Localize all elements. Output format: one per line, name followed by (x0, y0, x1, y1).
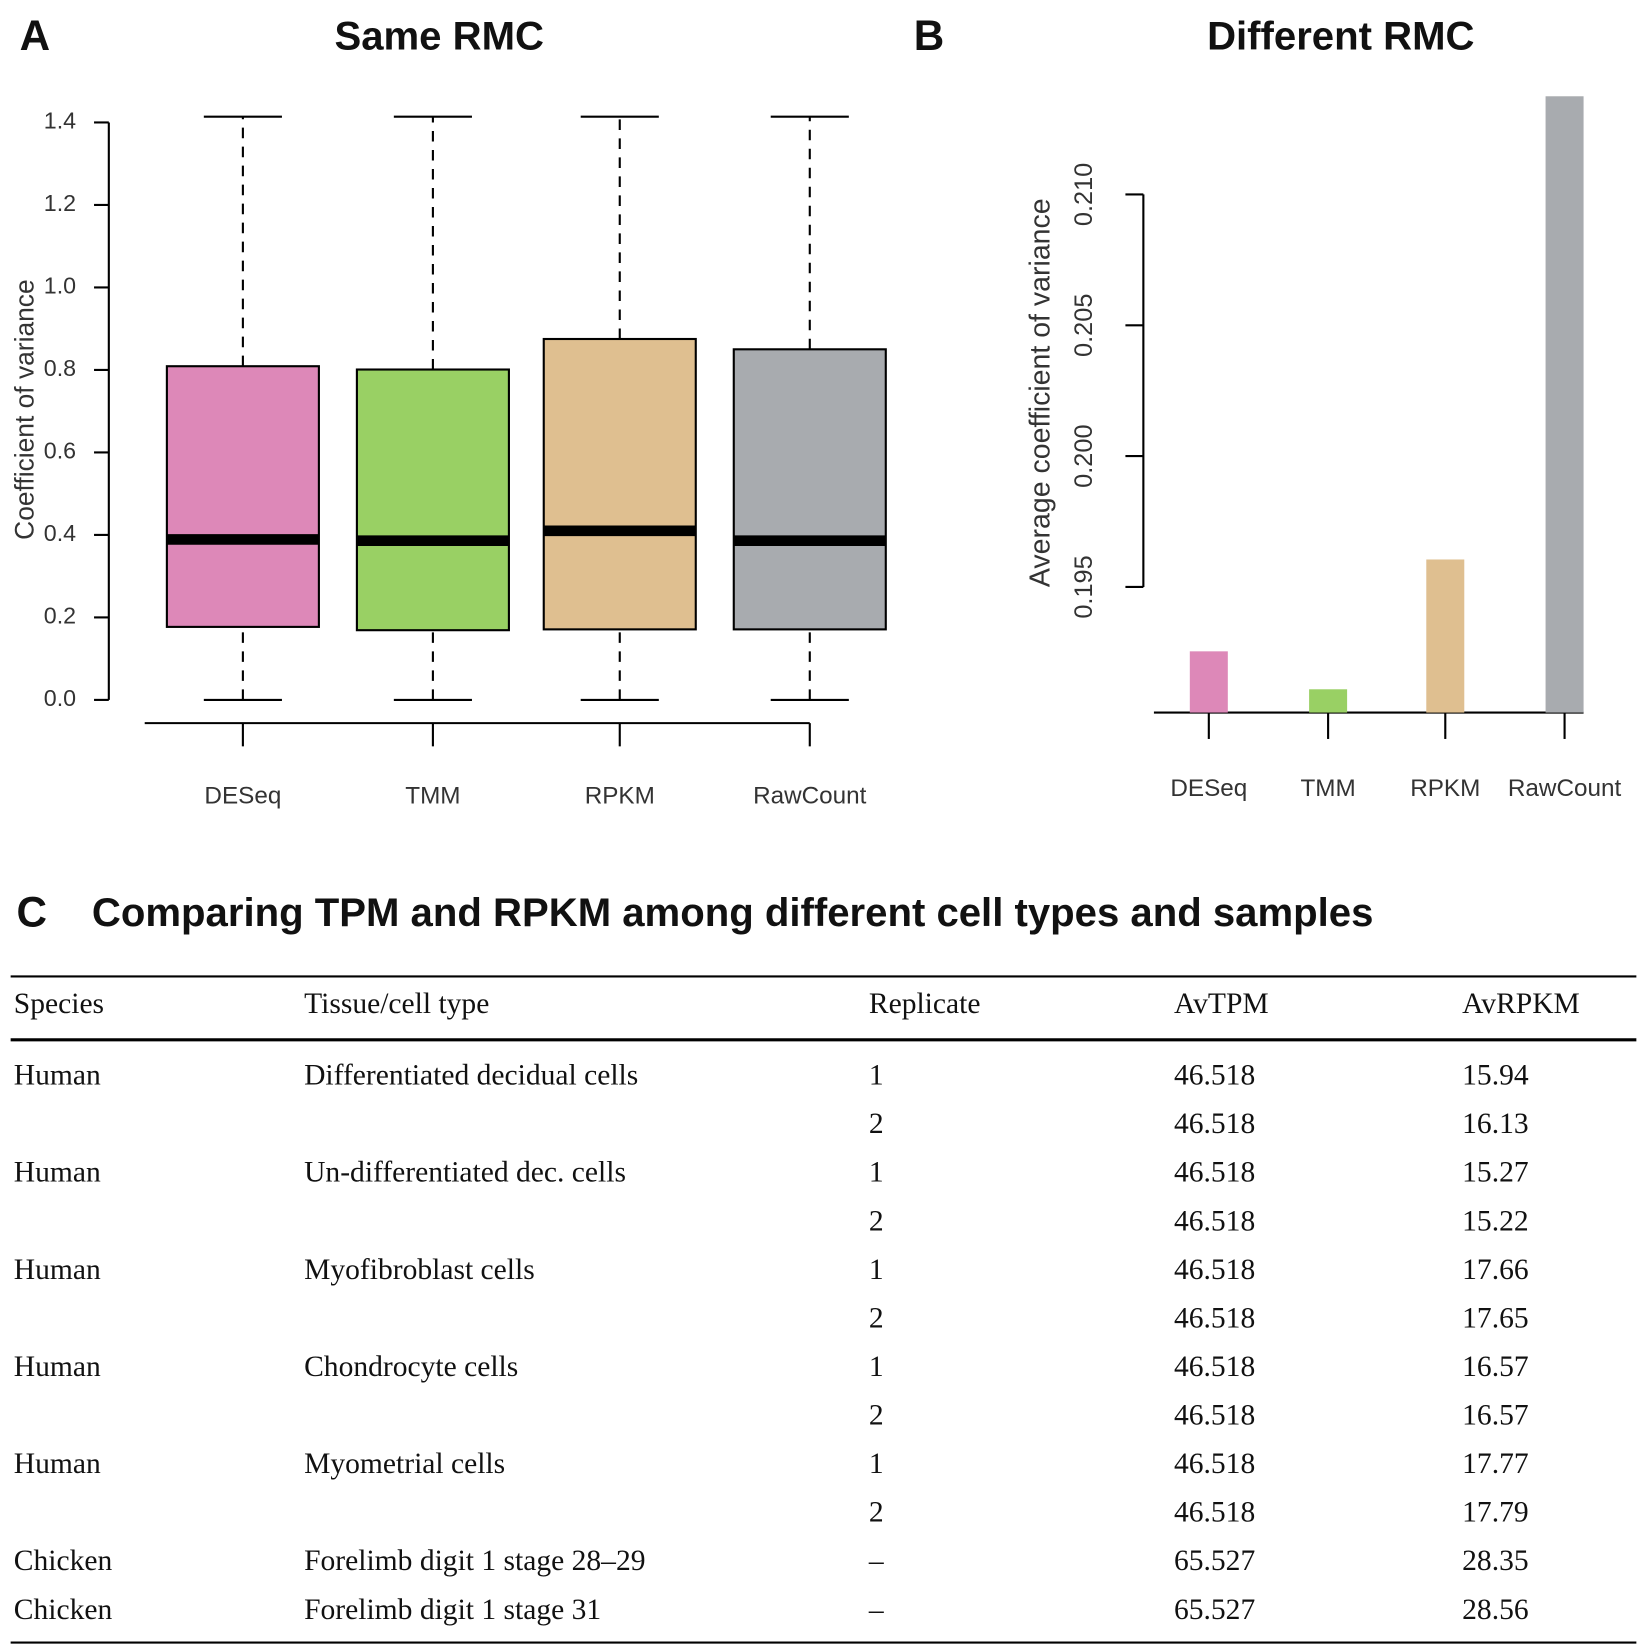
table-cell: Human (14, 1351, 101, 1383)
y-tick-label: 0.195 (1070, 555, 1098, 618)
table-cell: Human (14, 1254, 101, 1286)
table-cell: Myometrial cells (304, 1448, 505, 1480)
box (355, 368, 510, 632)
table-cell: 28.56 (1462, 1594, 1528, 1626)
y-tick-label: 1.4 (44, 108, 76, 134)
table-cell: 1 (869, 1060, 884, 1092)
table-cell: 2 (869, 1205, 884, 1237)
table-cell: 16.13 (1462, 1108, 1528, 1140)
bar (1426, 559, 1465, 713)
box (732, 348, 887, 631)
table-cell: Chicken (14, 1545, 113, 1577)
x-tick-label: RPKM (585, 782, 655, 809)
table-cell: Human (14, 1448, 101, 1480)
table-cell: Chicken (14, 1594, 113, 1626)
table-cell: 16.57 (1462, 1351, 1528, 1383)
x-tick-label: RPKM (1410, 775, 1480, 802)
y-axis-title: Coefficient of variance (9, 279, 39, 539)
table-cell: 15.22 (1462, 1205, 1528, 1237)
y-axis-title: Average coefficient of variance (1025, 198, 1057, 587)
table-cell: Forelimb digit 1 stage 28–29 (304, 1545, 645, 1577)
x-tick-label: RawCount (1508, 775, 1622, 802)
table-cell: 46.518 (1174, 1302, 1255, 1334)
table-cell: 17.77 (1462, 1448, 1528, 1480)
table-cell: – (868, 1594, 884, 1626)
table-cell: 17.79 (1462, 1497, 1528, 1529)
table-cell: 2 (869, 1108, 884, 1140)
table-cell: 2 (869, 1400, 884, 1432)
panel-label: C (17, 888, 47, 935)
table-cell: 1 (869, 1254, 884, 1286)
table-cell: – (868, 1545, 884, 1577)
x-tick-label: TMM (1300, 775, 1355, 802)
y-tick-label: 1.0 (44, 273, 76, 299)
bar (1545, 96, 1584, 713)
table-header: Tissue/cell type (304, 988, 489, 1020)
table-title: Comparing TPM and RPKM among different c… (92, 891, 1373, 935)
table-cell: 17.66 (1462, 1254, 1528, 1286)
table-cell: Un-differentiated dec. cells (304, 1157, 626, 1189)
table-cell: 15.94 (1462, 1060, 1529, 1092)
panel-label: A (20, 12, 51, 59)
chart-title: Same RMC (334, 15, 544, 59)
table-cell: Human (14, 1157, 101, 1189)
y-tick-label: 0.0 (44, 685, 76, 711)
table-cell: 1 (869, 1351, 884, 1383)
y-tick-label: 0.200 (1070, 424, 1098, 487)
bar (1309, 689, 1348, 713)
x-tick-label: DESeq (204, 782, 281, 809)
table-cell: 17.65 (1462, 1302, 1528, 1334)
table-cell: 46.518 (1174, 1205, 1255, 1237)
y-tick-label: 0.4 (44, 520, 76, 546)
y-tick-label: 0.205 (1070, 294, 1098, 357)
table-cell: 46.518 (1174, 1497, 1255, 1529)
table-cell: 28.35 (1462, 1545, 1528, 1577)
table-cell: 46.518 (1174, 1254, 1255, 1286)
table-cell: 1 (869, 1448, 884, 1480)
table-cell: 46.518 (1174, 1157, 1255, 1189)
box (542, 337, 697, 631)
y-tick-label: 0.8 (44, 355, 76, 381)
table-cell: 2 (869, 1497, 884, 1529)
table-cell: 46.518 (1174, 1448, 1255, 1480)
table-cell: 1 (869, 1157, 884, 1189)
chart-title: Different RMC (1207, 15, 1474, 59)
x-tick-label: RawCount (753, 782, 867, 809)
table-header: Species (14, 988, 104, 1020)
table-cell: Differentiated decidual cells (304, 1060, 638, 1092)
table-cell: 16.57 (1462, 1400, 1528, 1432)
table-header: Replicate (869, 988, 981, 1020)
table-cell: Human (14, 1060, 101, 1092)
y-tick-label: 0.2 (44, 603, 76, 629)
panel-label: B (914, 12, 945, 59)
table-header: AvRPKM (1462, 988, 1580, 1020)
y-tick-label: 0.6 (44, 438, 76, 464)
table-header: AvTPM (1174, 988, 1269, 1020)
table-cell: Myofibroblast cells (304, 1254, 535, 1286)
table-cell: 65.527 (1174, 1594, 1255, 1626)
table-cell: 46.518 (1174, 1351, 1255, 1383)
table-cell: 2 (869, 1302, 884, 1334)
table-cell: 65.527 (1174, 1545, 1255, 1577)
table-cell: Forelimb digit 1 stage 31 (304, 1594, 601, 1626)
y-tick-label: 0.210 (1070, 163, 1098, 226)
table-cell: 15.27 (1462, 1157, 1528, 1189)
x-tick-label: DESeq (1170, 775, 1247, 802)
table-cell: 46.518 (1174, 1060, 1255, 1092)
box (165, 365, 320, 628)
bar (1189, 651, 1228, 713)
y-tick-label: 1.2 (44, 190, 76, 216)
table-cell: 46.518 (1174, 1108, 1255, 1140)
x-tick-label: TMM (405, 782, 460, 809)
table-cell: 46.518 (1174, 1400, 1255, 1432)
table-cell: Chondrocyte cells (304, 1351, 518, 1383)
